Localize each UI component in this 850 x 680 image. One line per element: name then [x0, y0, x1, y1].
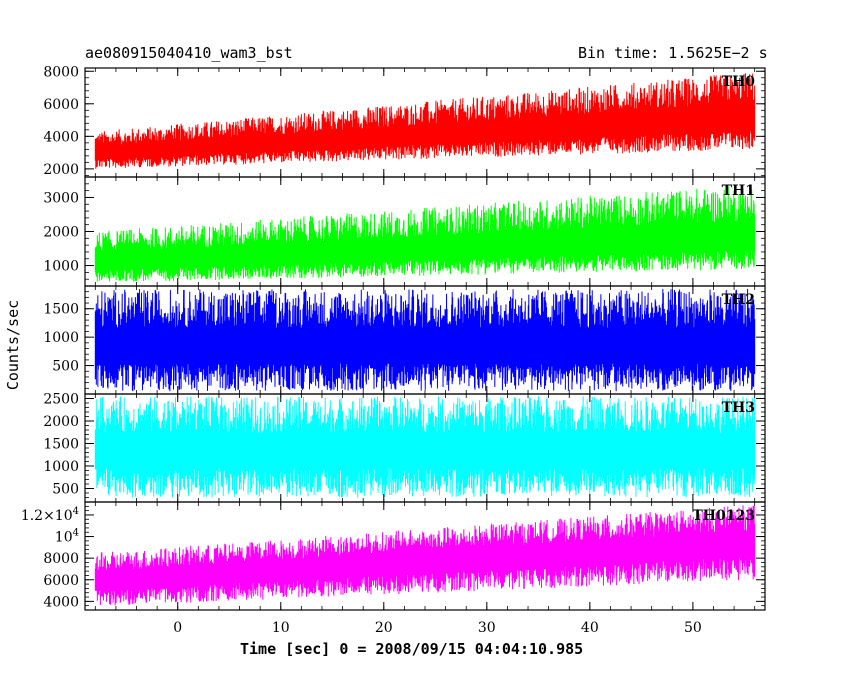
x-axis-label: Time [sec] 0 = 2008/09/15 04:04:10.985	[240, 640, 584, 658]
panel-label-th1: TH1	[722, 183, 755, 199]
y-tick-label: 2000	[43, 162, 79, 178]
series-th3-line	[94, 396, 756, 498]
y-tick-label: 1000	[43, 459, 79, 475]
x-tick-label: 30	[478, 620, 496, 636]
y-tick-label: 4000	[43, 594, 79, 610]
y-tick-label: 2000	[43, 225, 79, 241]
panel-label-th0: TH0	[722, 74, 756, 90]
x-tick-label: 0	[173, 620, 182, 636]
y-tick-label: 1500	[43, 302, 79, 318]
series-th2-line	[94, 288, 756, 392]
series-th0-line	[94, 73, 756, 169]
series-th0123-line	[94, 505, 756, 606]
y-tick-label: 1.2×104	[21, 506, 79, 524]
chart-file-title: ae080915040410_wam3_bst	[85, 44, 293, 62]
panel-label-th0123: TH0123	[692, 508, 755, 524]
y-tick-label: 2500	[43, 392, 79, 408]
y-tick-label: 500	[52, 359, 79, 375]
series-th1-line	[94, 186, 756, 282]
y-tick-label: 500	[52, 482, 79, 498]
y-tick-label: 1000	[43, 330, 79, 346]
y-tick-label: 2000	[43, 414, 79, 430]
bin-time-label: Bin time: 1.5625E−2 s	[578, 44, 768, 62]
y-tick-label: 8000	[43, 551, 79, 567]
y-tick-label: 6000	[43, 573, 79, 589]
x-tick-label: 40	[581, 620, 599, 636]
y-tick-label: 3000	[43, 190, 79, 206]
y-tick-label: 6000	[43, 97, 79, 113]
y-tick-label: 1000	[43, 259, 79, 275]
y-tick-label: 1500	[43, 437, 79, 453]
panel-label-th2: TH2	[722, 292, 755, 308]
panel-label-th3: TH3	[722, 400, 755, 416]
x-tick-label: 50	[684, 620, 702, 636]
y-tick-label: 4000	[43, 129, 79, 145]
y-tick-label: 104	[55, 528, 79, 546]
y-tick-label: 8000	[43, 64, 79, 80]
x-tick-label: 20	[375, 620, 393, 636]
x-tick-label: 10	[272, 620, 290, 636]
